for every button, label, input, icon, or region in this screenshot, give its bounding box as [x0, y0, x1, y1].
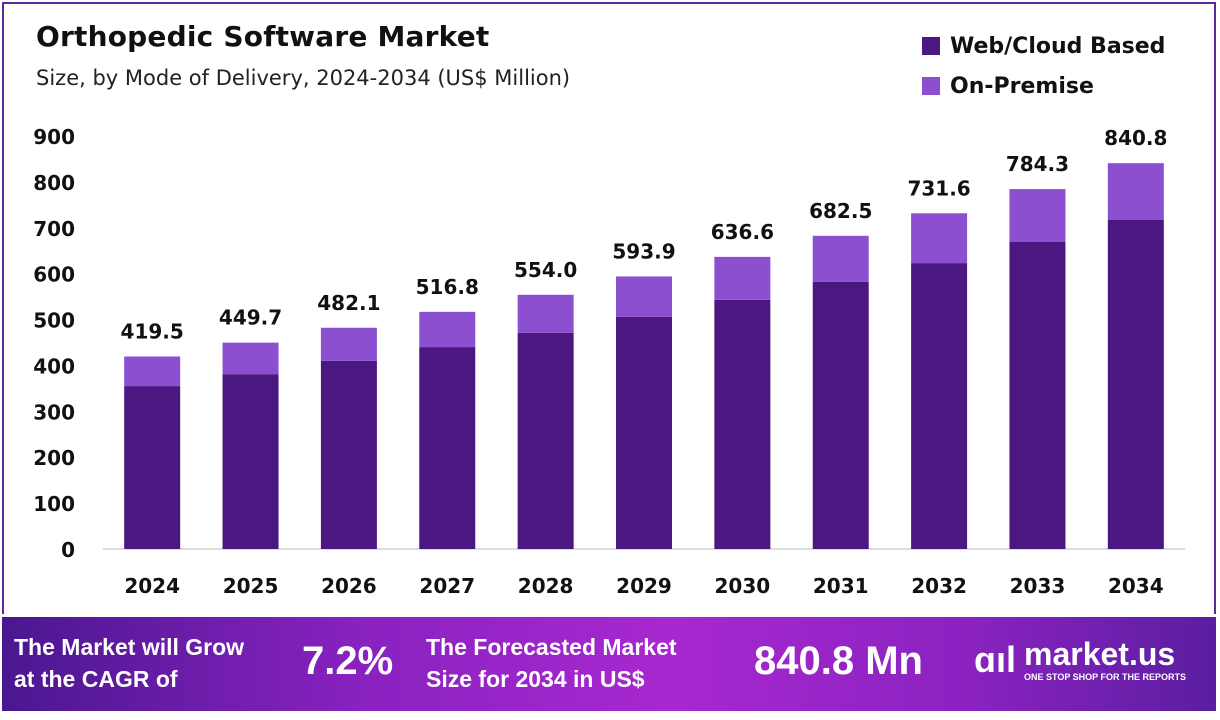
- bar-web-cloud-2026: [320, 360, 377, 549]
- bar-on-premise-2031: [812, 235, 869, 282]
- legend-swatch-on-premise: [922, 77, 940, 95]
- cagr-label-line2: at the CAGR of: [14, 666, 178, 692]
- data-label-total: 636.6: [711, 220, 774, 244]
- bar-web-cloud-2024: [124, 386, 181, 549]
- brand-tagline: ONE STOP SHOP FOR THE REPORTS: [1024, 672, 1187, 682]
- x-tick-label: 2027: [419, 574, 475, 598]
- cagr-label: The Market will Grow at the CAGR of: [14, 631, 244, 695]
- data-label-total: 516.8: [416, 275, 479, 299]
- legend-swatch-web-cloud: [922, 37, 940, 55]
- legend: Web/Cloud Based On-Premise: [922, 26, 1165, 106]
- x-tick-label: 2030: [715, 574, 771, 598]
- bar-on-premise-2025: [222, 342, 279, 375]
- bar-on-premise-2028: [517, 294, 574, 333]
- market-us-logo-icon: ɑıl: [974, 639, 1016, 680]
- forecast-label: The Forecasted Market Size for 2034 in U…: [426, 631, 677, 695]
- x-tick-label: 2028: [518, 574, 574, 598]
- bar-on-premise-2029: [616, 276, 672, 317]
- bar-web-cloud-2025: [222, 374, 279, 549]
- bar-on-premise-2033: [1009, 189, 1066, 243]
- y-tick-label: 200: [33, 446, 75, 470]
- cagr-label-line1: The Market will Grow: [14, 634, 245, 660]
- data-label-total: 840.8: [1104, 126, 1167, 150]
- bar-web-cloud-2032: [911, 263, 968, 549]
- chart-title: Orthopedic Software Market: [36, 20, 490, 53]
- data-label-total: 554.0: [514, 258, 577, 282]
- bar-web-cloud-2030: [714, 299, 771, 549]
- cagr-value: 7.2%: [302, 639, 394, 683]
- bar-web-cloud-2028: [517, 332, 574, 549]
- legend-label: Web/Cloud Based: [950, 33, 1166, 59]
- bar-web-cloud-2027: [419, 347, 476, 549]
- forecast-value: 840.8 Mn: [754, 639, 923, 683]
- brand-name: market.us: [1024, 636, 1176, 672]
- bar-web-cloud-2033: [1009, 242, 1066, 549]
- x-tick-label: 2033: [1010, 574, 1066, 598]
- x-tick-label: 2032: [911, 574, 967, 598]
- legend-label: On-Premise: [950, 73, 1094, 99]
- y-tick-label: 600: [33, 263, 75, 287]
- data-label-total: 449.7: [219, 306, 282, 330]
- data-label-total: 593.9: [612, 239, 675, 263]
- y-tick-label: 400: [33, 354, 75, 378]
- y-tick-label: 0: [61, 538, 75, 562]
- bar-web-cloud-2034: [1107, 219, 1164, 549]
- bar-on-premise-2026: [320, 327, 377, 361]
- bar-on-premise-2032: [911, 213, 968, 264]
- bar-chart: 0 100 200 300 400 500 600 700 800 900 419.5 2024 449…: [33, 125, 1185, 598]
- data-label-total: 482.1: [317, 291, 380, 315]
- y-tick-label: 300: [33, 400, 75, 424]
- legend-item-on-premise: On-Premise: [922, 66, 1165, 106]
- y-tick-label: 500: [33, 309, 75, 333]
- y-tick-label: 800: [33, 171, 75, 195]
- x-tick-label: 2031: [813, 574, 869, 598]
- chart-subtitle: Size, by Mode of Delivery, 2024-2034 (US…: [36, 66, 571, 90]
- bar-web-cloud-2031: [812, 281, 869, 549]
- x-tick-label: 2026: [321, 574, 377, 598]
- bar-web-cloud-2029: [616, 316, 672, 549]
- bar-on-premise-2034: [1107, 163, 1164, 220]
- data-label-total: 784.3: [1006, 152, 1069, 176]
- forecast-label-line1: The Forecasted Market: [426, 634, 677, 660]
- y-tick-label: 900: [33, 125, 75, 149]
- brand-logo: ɑıl market.us ONE STOP SHOP FOR THE REPO…: [974, 637, 1186, 683]
- legend-item-web-cloud: Web/Cloud Based: [922, 26, 1165, 66]
- chart-frame: [2, 2, 1216, 614]
- data-label-total: 682.5: [809, 199, 872, 223]
- x-tick-label: 2029: [616, 574, 672, 598]
- y-tick-label: 700: [33, 217, 75, 241]
- x-tick-label: 2025: [223, 574, 279, 598]
- forecast-label-line2: Size for 2034 in US$: [426, 666, 645, 692]
- data-label-total: 731.6: [907, 176, 970, 200]
- bar-on-premise-2030: [714, 256, 771, 300]
- x-tick-label: 2034: [1108, 574, 1164, 598]
- footer-banner: The Market will Grow at the CAGR of 7.2%…: [2, 617, 1216, 711]
- bar-on-premise-2024: [124, 356, 181, 387]
- y-tick-label: 100: [33, 492, 75, 516]
- data-label-total: 419.5: [121, 319, 184, 343]
- bar-on-premise-2027: [419, 311, 476, 348]
- x-tick-label: 2024: [124, 574, 180, 598]
